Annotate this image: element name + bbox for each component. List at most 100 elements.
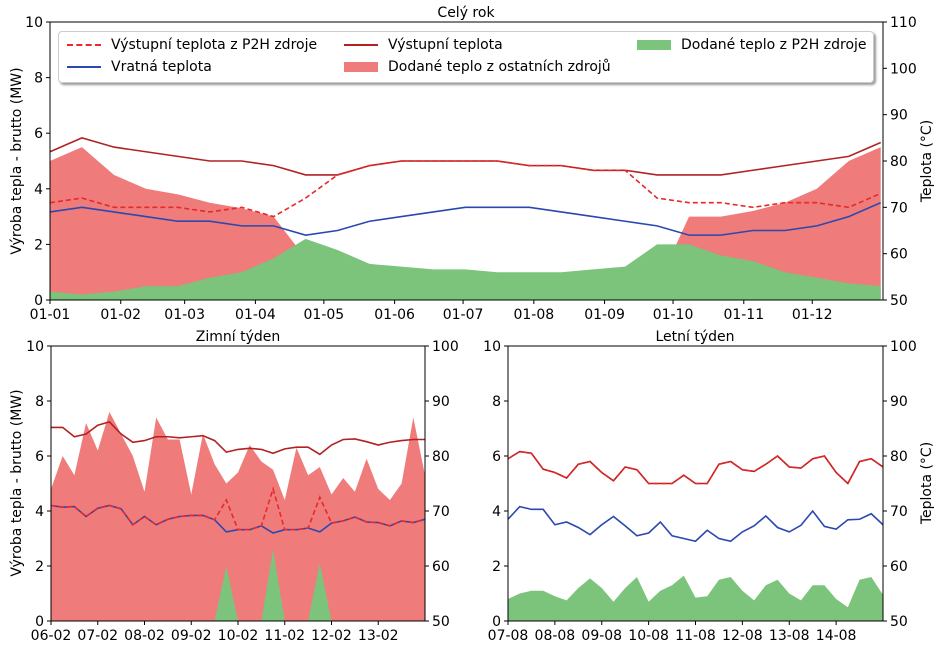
x-tick-label: 06-02 (31, 628, 72, 644)
y-right-tick-label: 90 (432, 394, 450, 410)
legend-swatch-box (637, 40, 671, 50)
x-tick-label: 01-01 (30, 307, 71, 323)
area-heat-p2h (50, 238, 881, 300)
line-output-temp (508, 450, 883, 485)
y-tick-label: 6 (492, 449, 501, 465)
chart-title-winter: Zimní týden (196, 329, 280, 345)
y-right-tick-label: 70 (432, 504, 450, 520)
y-right-tick-label: 80 (432, 449, 450, 465)
y-tick-label: 8 (492, 394, 501, 410)
y-right-tick-label: 50 (432, 614, 450, 630)
x-tick-label: 07-02 (77, 628, 118, 644)
panel-winter: 0 2 4 6 8 10 50 60 70 80 90 100 06-02 07-02 08-02 09-02… (26, 339, 459, 644)
legend-swatch-box (344, 62, 378, 72)
y-tick-label: 10 (483, 339, 501, 355)
x-tick-label: 01-09 (584, 307, 625, 323)
y-right-tick-label: 100 (890, 339, 917, 355)
line-p2h-output-temp (50, 160, 882, 218)
y-right-tick-label: 110 (890, 15, 917, 31)
y-axis-label-winter: Výroba tepla - brutto (MW) (9, 389, 25, 576)
legend-swatch-dashed-line (67, 44, 101, 46)
x-tick-label: 01-08 (513, 307, 554, 323)
legend-swatch-line (344, 44, 378, 46)
area-heat-p2h (508, 575, 883, 621)
area-heat-other (51, 412, 425, 621)
x-tick-label: 08-02 (124, 628, 165, 644)
y-axis-right-label-year: Teplota (°C) (919, 120, 935, 203)
x-tick-label: 01-07 (443, 307, 484, 323)
x-tick-label: 13-08 (769, 628, 810, 644)
y-right-tick-label: 70 (890, 200, 908, 216)
x-tick-label: 10-02 (218, 628, 259, 644)
x-tick-label: 09-08 (581, 628, 622, 644)
x-tick-label: 01-11 (723, 307, 764, 323)
legend-item-p2h-output-temp: Výstupní teplota z P2H zdroje (67, 37, 317, 53)
line-output-temp (50, 136, 882, 176)
legend-swatch-line (67, 66, 101, 68)
line-p2h-output-temp (51, 486, 425, 531)
y-right-tick-label: 100 (890, 61, 917, 77)
legend-label: Vratná teplota (111, 59, 212, 75)
x-tick-label: 01-04 (235, 307, 276, 323)
y-tick-label: 10 (25, 15, 43, 31)
y-tick-label: 2 (35, 559, 44, 575)
y-right-tick-label: 70 (890, 504, 908, 520)
x-tick-label: 11-08 (675, 628, 716, 644)
x-tick-label: 01-12 (792, 307, 833, 323)
y-right-tick-label: 50 (890, 293, 908, 309)
legend-label: Výstupní teplota z P2H zdroje (111, 37, 318, 53)
legend-item-heat-p2h: Dodané teplo z P2H zdroje (637, 37, 867, 53)
y-right-tick-label: 50 (890, 614, 908, 630)
y-tick-label: 4 (35, 504, 44, 520)
y-right-tick-label: 90 (890, 108, 908, 124)
panel-summer: 0 2 4 6 8 10 50 60 70 80 90 100 07-08 08-08 09-08 10-08… (483, 339, 917, 644)
y-axis-label-year: Výroba tepla - brutto (MW) (9, 67, 25, 254)
y-right-tick-label: 60 (890, 247, 908, 263)
x-tick-label: 09-02 (171, 628, 212, 644)
legend-item-heat-other: Dodané teplo z ostatních zdrojů (344, 59, 611, 75)
y-tick-label: 0 (492, 614, 501, 630)
legend-label: Dodané teplo z ostatních zdrojů (388, 59, 611, 75)
y-right-tick-label: 90 (890, 394, 908, 410)
x-tick-label: 14-08 (816, 628, 857, 644)
y-tick-label: 6 (34, 126, 43, 142)
x-tick-label: 12-08 (722, 628, 763, 644)
y-right-tick-label: 100 (432, 339, 459, 355)
x-tick-label: 01-03 (164, 307, 205, 323)
legend-item-return-temp: Vratná teplota (67, 59, 212, 75)
y-right-tick-label: 80 (890, 449, 908, 465)
y-tick-label: 0 (35, 614, 44, 630)
legend-item-output-temp: Výstupní teplota (344, 37, 503, 53)
x-tick-label: 11-02 (264, 628, 305, 644)
x-tick-label: 01-02 (100, 307, 141, 323)
chart-title-year: Celý rok (437, 5, 495, 21)
legend-label: Dodané teplo z P2H zdroje (681, 37, 867, 53)
y-tick-label: 8 (35, 394, 44, 410)
y-tick-label: 6 (35, 449, 44, 465)
line-return-temp (508, 505, 883, 543)
y-tick-label: 4 (492, 504, 501, 520)
y-tick-label: 2 (492, 559, 501, 575)
y-right-tick-label: 80 (890, 154, 908, 170)
x-tick-label: 07-08 (488, 628, 529, 644)
x-tick-label: 08-08 (535, 628, 576, 644)
y-right-tick-label: 60 (890, 559, 908, 575)
y-right-tick-label: 60 (432, 559, 450, 575)
x-tick-label: 01-10 (653, 307, 694, 323)
y-tick-label: 4 (34, 182, 43, 198)
y-tick-label: 2 (34, 237, 43, 253)
legend-label: Výstupní teplota (388, 37, 503, 53)
y-tick-label: 0 (34, 293, 43, 309)
y-tick-label: 8 (34, 71, 43, 87)
x-tick-label: 10-08 (628, 628, 669, 644)
line-output-temp (51, 421, 425, 456)
x-tick-label: 01-06 (374, 307, 415, 323)
x-tick-label: 01-05 (304, 307, 345, 323)
x-tick-label: 12-02 (311, 628, 352, 644)
panel-year: 0 2 4 6 8 10 50 60 70 80 90 100 110 01-01 01-02 01-03 01… (25, 15, 917, 323)
y-tick-label: 10 (26, 339, 44, 355)
x-tick-label: 13-02 (358, 628, 399, 644)
line-return-temp (50, 201, 882, 236)
line-p2h-output-temp (508, 450, 883, 485)
